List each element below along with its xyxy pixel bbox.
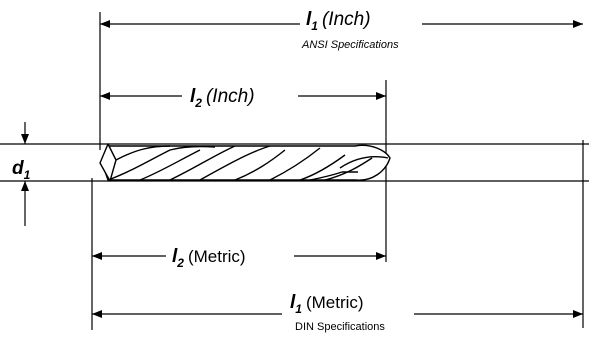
d1-label: d1: [12, 158, 31, 182]
l1-metric-label: l1 (Metric): [290, 292, 364, 316]
ansi-spec-label: ANSI Specifications: [301, 39, 399, 51]
drill-bit-illustration: [99, 143, 391, 182]
l2-metric-label: l2 (Metric): [172, 246, 246, 270]
din-spec-label: DIN Specifications: [295, 321, 385, 333]
dimension-l1-inch: l1 (Inch) ANSI Specifications: [100, 9, 583, 51]
flute-lines: [107, 145, 389, 181]
dimension-l2-inch: l2 (Inch): [100, 86, 386, 110]
l1-inch-label: l1 (Inch): [306, 9, 371, 33]
dimension-l1-metric: l1 (Metric) DIN Specifications: [92, 292, 583, 333]
extension-lines: [0, 12, 589, 330]
dimension-d1: d1: [12, 122, 31, 226]
l2-inch-label: l2 (Inch): [190, 86, 255, 110]
dimension-l2-metric: l2 (Metric): [92, 246, 386, 270]
flute-runout: [309, 171, 358, 181]
